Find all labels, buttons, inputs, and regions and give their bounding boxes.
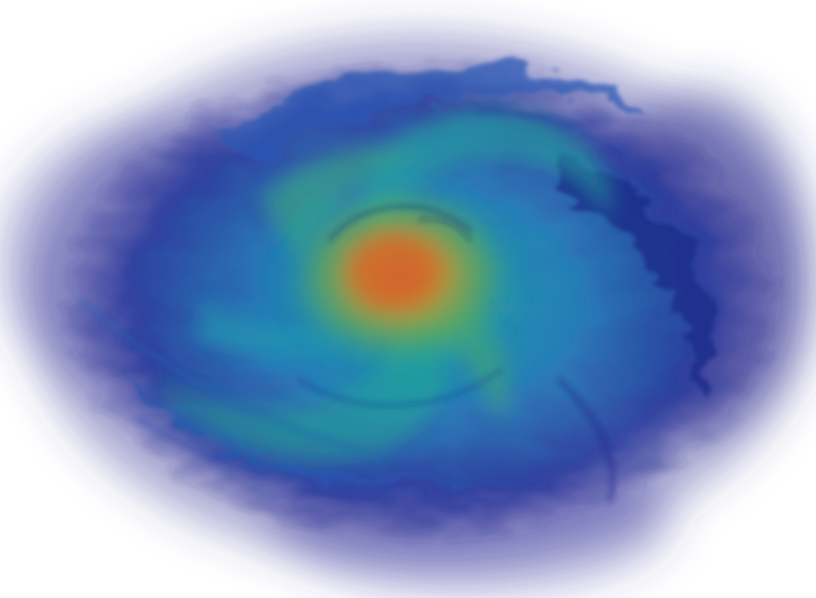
streak-lines [77,107,703,503]
swirl-core [280,180,520,370]
